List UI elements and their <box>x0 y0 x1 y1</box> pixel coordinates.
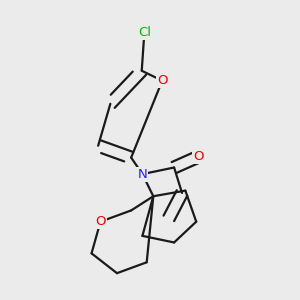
Text: O: O <box>157 74 167 87</box>
Text: O: O <box>95 215 106 228</box>
Text: Cl: Cl <box>138 26 151 39</box>
Text: O: O <box>193 150 204 163</box>
Text: N: N <box>137 168 147 181</box>
